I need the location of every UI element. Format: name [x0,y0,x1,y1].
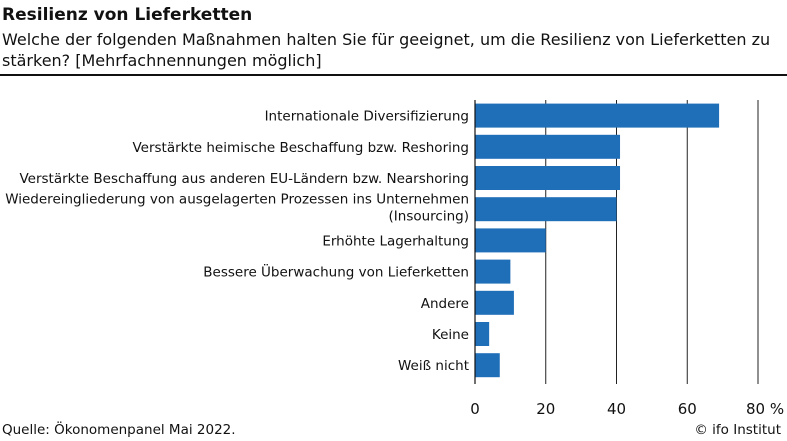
bar-3 [475,166,621,190]
category-label-9: Weiß nicht [398,358,469,374]
bar-7 [475,290,514,315]
bar-4 [475,197,617,222]
category-label-1: Internationale Diversifizierung [265,109,469,125]
category-label-6: Bessere Überwachung von Lieferketten [203,263,469,281]
x-tick-label-60: 60 [678,400,697,418]
bar-8 [475,322,490,346]
x-tick-label-0: 0 [470,400,480,418]
credit-note: © ifo Institut [694,422,781,438]
chart-subtitle: Welche der folgenden Maßnahmen halten Si… [2,30,771,70]
category-label-8: Keine [432,327,469,343]
bar-6 [475,259,511,284]
category-label-5: Erhöhte Lagerhaltung [322,233,469,249]
x-tick-label-80: 80 % [746,400,784,418]
category-label-4: Wiedereingliederung von ausgelagerten Pr… [5,192,469,225]
title-divider [0,74,787,76]
x-tick-label-40: 40 [607,400,626,418]
bar-9 [475,353,500,378]
source-note: Quelle: Ökonomenpanel Mai 2022. [2,422,236,438]
category-label-7: Andere [421,296,469,312]
bar-1 [475,103,720,128]
category-label-2: Verstärkte heimische Beschaffung bzw. Re… [132,140,469,156]
bar-5 [475,228,546,253]
chart-title: Resilienz von Lieferketten [2,5,253,25]
category-label-3: Verstärkte Beschaffung aus anderen EU-Lä… [19,171,469,187]
x-tick-label-20: 20 [536,400,555,418]
bar-2 [475,134,621,159]
